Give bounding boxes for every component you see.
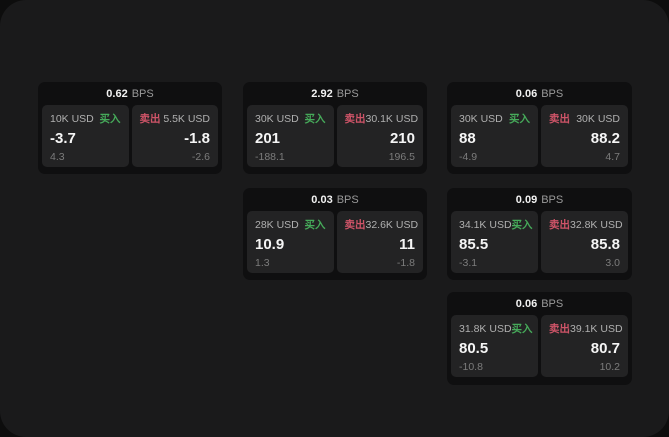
sell-change: 4.7 (605, 150, 620, 163)
sell-amount: 30.1K USD (365, 112, 419, 125)
buy-change: -3.1 (459, 256, 478, 269)
buy-price: 88 (459, 130, 476, 148)
sell-price: 85.8 (590, 236, 620, 254)
bps-header: 0.03 BPS (243, 188, 427, 211)
sell-panel[interactable]: 卖出 32.8K USD 85.8 3.0 (541, 211, 628, 273)
buy-badge: 买入 (304, 219, 326, 231)
quote-panels: 30K USD 买入 88 -4.9 卖出 30K USD 88.2 4.7 (447, 105, 632, 167)
quote-card-5: 0.06 BPS 31.8K USD 买入 80.5 -10.8 卖出 39.1… (447, 292, 632, 385)
bps-value: 0.06 (515, 87, 538, 100)
buy-badge: 买入 (304, 113, 326, 125)
sell-change: 196.5 (388, 150, 415, 163)
sell-change: -1.8 (396, 256, 415, 269)
buy-amount: 28K USD (255, 218, 299, 231)
buy-panel[interactable]: 28K USD 买入 10.9 1.3 (247, 211, 334, 273)
bps-unit-label: BPS (131, 87, 154, 100)
buy-panel[interactable]: 31.8K USD 买入 80.5 -10.8 (451, 315, 538, 377)
buy-change: 4.3 (50, 150, 65, 163)
sell-price: 210 (389, 130, 415, 148)
bps-value: 0.09 (515, 193, 538, 206)
sell-price: -1.8 (184, 130, 210, 148)
bps-header: 0.06 BPS (447, 292, 632, 315)
sell-panel[interactable]: 卖出 30.1K USD 210 196.5 (336, 105, 423, 167)
buy-badge: 买入 (99, 113, 121, 125)
sell-amount: 32.8K USD (570, 218, 623, 231)
buy-price: 10.9 (255, 236, 285, 254)
sell-panel[interactable]: 卖出 5.5K USD -1.8 -2.6 (131, 105, 218, 167)
buy-amount: 30K USD (459, 112, 503, 125)
quote-card-3: 0.03 BPS 28K USD 买入 10.9 1.3 卖出 32.6K US… (243, 188, 427, 280)
bps-value: 2.92 (311, 87, 333, 100)
buy-change: -188.1 (255, 150, 285, 163)
sell-badge: 卖出 (139, 113, 161, 125)
sell-badge: 卖出 (549, 323, 570, 335)
quote-card-0: 0.62 BPS 10K USD 买入 -3.7 4.3 卖出 5.5K USD… (38, 82, 222, 174)
quote-card-1: 2.92 BPS 30K USD 买入 201 -188.1 卖出 30.1K … (243, 82, 427, 174)
buy-change: -4.9 (459, 150, 478, 163)
sell-badge: 卖出 (549, 113, 570, 125)
bps-value: 0.62 (106, 87, 128, 100)
buy-price: 85.5 (459, 236, 489, 254)
quote-panels: 10K USD 买入 -3.7 4.3 卖出 5.5K USD -1.8 -2.… (38, 105, 222, 167)
quote-card-2: 0.06 BPS 30K USD 买入 88 -4.9 卖出 30K USD 8… (447, 82, 632, 174)
buy-panel[interactable]: 30K USD 买入 201 -188.1 (247, 105, 334, 167)
buy-badge: 买入 (509, 113, 530, 125)
quote-panels: 34.1K USD 买入 85.5 -3.1 卖出 32.8K USD 85.8… (447, 211, 632, 273)
sell-amount: 39.1K USD (570, 322, 623, 335)
buy-price: 201 (255, 130, 281, 148)
sell-badge: 卖出 (344, 219, 366, 231)
buy-panel[interactable]: 34.1K USD 买入 85.5 -3.1 (451, 211, 538, 273)
sell-amount: 32.6K USD (365, 218, 419, 231)
buy-change: -10.8 (459, 360, 483, 373)
bps-unit-label: BPS (541, 87, 564, 100)
bps-unit-label: BPS (336, 87, 359, 100)
sell-panel[interactable]: 卖出 32.6K USD 11 -1.8 (336, 211, 423, 273)
buy-amount: 30K USD (255, 112, 299, 125)
bps-header: 2.92 BPS (243, 82, 427, 105)
buy-amount: 34.1K USD (459, 218, 512, 231)
bps-header: 0.06 BPS (447, 82, 632, 105)
sell-price: 80.7 (590, 340, 620, 358)
sell-change: -2.6 (191, 150, 210, 163)
sell-price: 11 (399, 236, 415, 254)
quote-panels: 31.8K USD 买入 80.5 -10.8 卖出 39.1K USD 80.… (447, 315, 632, 377)
buy-change: 1.3 (255, 256, 270, 269)
sell-badge: 卖出 (344, 113, 366, 125)
sell-amount: 5.5K USD (163, 112, 210, 125)
sell-change: 10.2 (599, 360, 620, 373)
bps-unit-label: BPS (541, 193, 564, 206)
bps-value: 0.03 (311, 193, 333, 206)
buy-amount: 31.8K USD (459, 322, 512, 335)
bps-value: 0.06 (515, 297, 538, 310)
buy-price: -3.7 (50, 130, 76, 148)
quote-panels: 30K USD 买入 201 -188.1 卖出 30.1K USD 210 1… (243, 105, 427, 167)
buy-badge: 买入 (511, 323, 533, 335)
sell-price: 88.2 (590, 130, 620, 148)
bps-header: 0.09 BPS (447, 188, 632, 211)
buy-badge: 买入 (511, 219, 533, 231)
sell-badge: 卖出 (549, 219, 570, 231)
sell-panel[interactable]: 卖出 39.1K USD 80.7 10.2 (541, 315, 628, 377)
buy-amount: 10K USD (50, 112, 94, 125)
buy-panel[interactable]: 30K USD 买入 88 -4.9 (451, 105, 538, 167)
sell-change: 3.0 (605, 256, 620, 269)
bps-unit-label: BPS (336, 193, 359, 206)
buy-panel[interactable]: 10K USD 买入 -3.7 4.3 (42, 105, 129, 167)
sell-panel[interactable]: 卖出 30K USD 88.2 4.7 (541, 105, 628, 167)
sell-amount: 30K USD (576, 112, 620, 125)
bps-header: 0.62 BPS (38, 82, 222, 105)
buy-price: 80.5 (459, 340, 489, 358)
bps-unit-label: BPS (541, 297, 564, 310)
quote-panels: 28K USD 买入 10.9 1.3 卖出 32.6K USD 11 -1.8 (243, 211, 427, 273)
quote-card-4: 0.09 BPS 34.1K USD 买入 85.5 -3.1 卖出 32.8K… (447, 188, 632, 280)
